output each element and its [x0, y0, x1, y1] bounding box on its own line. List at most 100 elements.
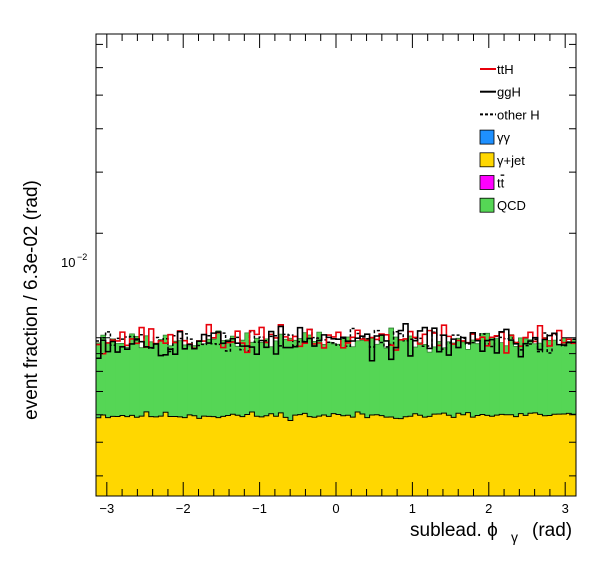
qcd-bar [388, 328, 394, 417]
qcd-bar [374, 344, 380, 415]
gjet-bar [196, 418, 202, 496]
gjet-bar [144, 411, 150, 496]
gjet-bar [307, 416, 313, 496]
gjet-bar [216, 417, 222, 496]
qcd-bar [312, 341, 318, 418]
qcd-bar [172, 341, 178, 417]
qcd-bar [288, 338, 294, 421]
bars-layer [96, 328, 577, 496]
qcd-bar [384, 348, 390, 418]
qcd-bar [292, 340, 298, 416]
gjet-bar [316, 416, 322, 496]
qcd-bar [480, 333, 486, 415]
gjet-bar [220, 416, 226, 496]
gjet-bar [230, 414, 236, 496]
gjet-bar [393, 418, 399, 496]
qcd-bar [302, 332, 308, 414]
qcd-bar [460, 341, 466, 415]
gjet-bar [288, 420, 294, 496]
qcd-bar [441, 347, 447, 414]
qcd-bar [158, 339, 164, 417]
gjet-bar [283, 417, 289, 496]
gjet-bar [129, 415, 135, 496]
qcd-bar [518, 337, 524, 414]
x-tick-label: 2 [485, 501, 492, 516]
qcd-bar [331, 343, 337, 414]
qcd-bar [110, 338, 116, 417]
x-axis-title: sublead. ϕ γ (rad) [410, 520, 572, 545]
qcd-bar [369, 338, 375, 416]
qcd-bar [427, 352, 433, 417]
qcd-bar [360, 340, 366, 414]
qcd-bar [422, 344, 428, 418]
qcd-bar [220, 340, 226, 417]
qcd-bar [489, 337, 495, 417]
legend-swatch [479, 129, 495, 145]
qcd-bar [316, 332, 322, 417]
legend: ttH ggH other H γγ γ+jet tt QCD [479, 62, 540, 213]
gjet-bar [499, 414, 505, 496]
qcd-bar [235, 346, 241, 416]
qcd-bar [177, 340, 183, 417]
gjet-bar [422, 417, 428, 496]
gjet-bar [412, 413, 418, 496]
qcd-bar [192, 345, 198, 416]
qcd-bar [552, 340, 558, 415]
gjet-bar [326, 416, 332, 496]
x-tick-label: −2 [176, 501, 191, 516]
gjet-bar [456, 413, 462, 496]
qcd-bar [379, 335, 385, 416]
gjet-bar [494, 415, 500, 496]
qcd-bar [278, 334, 284, 413]
x-tick-label: 1 [409, 501, 416, 516]
gjet-bar [268, 413, 274, 496]
qcd-bar [206, 339, 212, 417]
qcd-bar [268, 346, 274, 414]
gjet-bar [571, 414, 577, 496]
gjet-outline [96, 411, 576, 422]
gjet-bar [297, 414, 303, 496]
qcd-bar [484, 333, 490, 416]
x-axis-title-unit: (rad) [532, 520, 572, 541]
gjet-bar [244, 414, 250, 496]
gjet-bar [158, 416, 164, 496]
qcd-bar [139, 347, 145, 417]
qcd-bar [403, 339, 409, 417]
gjet-bar [508, 414, 514, 496]
qcd-bar [547, 340, 553, 416]
qcd-bar [307, 335, 313, 417]
gjet-bar [556, 414, 562, 496]
gjet-bar [292, 415, 298, 496]
gjet-bar [192, 415, 198, 496]
qcd-bar [163, 335, 169, 413]
qcd-bar [504, 345, 510, 415]
y-tick-label: 10 −2 [61, 252, 87, 270]
qcd-bar [537, 343, 543, 415]
qcd-bar [508, 334, 514, 415]
qcd-bar [225, 339, 231, 416]
legend-label: γγ [497, 130, 511, 145]
gjet-bar [105, 417, 111, 496]
qcd-bar [566, 341, 572, 414]
gjet-bar [518, 413, 524, 496]
gjet-bar [259, 416, 265, 496]
gjet-bar [561, 414, 567, 496]
gjet-bar [321, 414, 327, 496]
gjet-bar [532, 412, 538, 496]
gjet-bar [100, 415, 106, 496]
qcd-bar [446, 341, 452, 416]
legend-label: tt [497, 176, 505, 191]
gjet-bar [388, 416, 394, 496]
qcd-bar [523, 338, 529, 416]
qcd-bar [345, 337, 351, 416]
qcd-bar [230, 336, 236, 415]
lines-layer [96, 323, 576, 422]
qcd-bar [259, 342, 265, 417]
gjet-bar [172, 416, 178, 496]
qcd-bar [532, 343, 538, 413]
gjet-bar [451, 417, 457, 496]
qcd-bar [364, 338, 370, 418]
gjet-bar [470, 417, 476, 496]
gjet-bar [201, 416, 207, 496]
qcd-bar [254, 338, 260, 417]
